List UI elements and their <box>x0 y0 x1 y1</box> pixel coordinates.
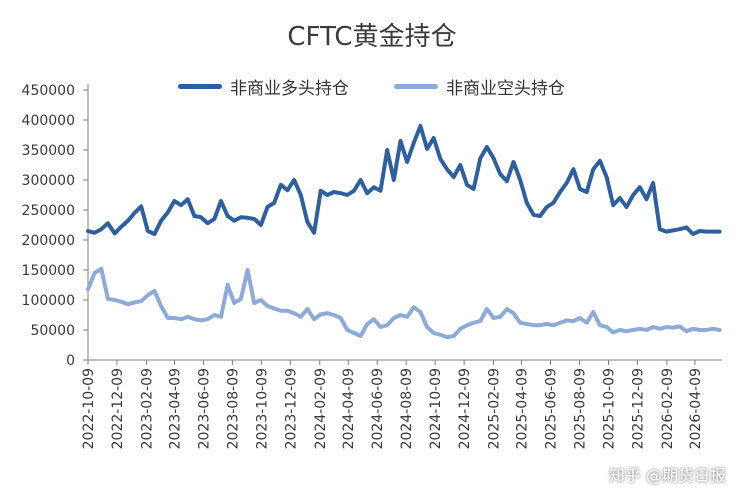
legend: 非商业多头持仓 非商业空头持仓 <box>0 74 744 99</box>
x-tick-label: 2025-06-09 <box>544 368 560 449</box>
x-tick-label: 2022-10-09 <box>81 368 97 449</box>
y-tick-label: 300000 <box>22 173 75 189</box>
x-tick-label: 2025-12-09 <box>630 368 646 449</box>
legend-item-long: 非商业多头持仓 <box>178 74 349 99</box>
y-tick-label: 0 <box>66 353 75 369</box>
x-tick-label: 2023-12-09 <box>283 368 299 449</box>
x-tick-label: 2024-02-09 <box>313 368 329 449</box>
y-tick-label: 450000 <box>22 83 75 99</box>
legend-label-short: 非商业空头持仓 <box>446 79 565 99</box>
legend-item-short: 非商业空头持仓 <box>394 74 565 99</box>
x-tick-label: 2022-12-09 <box>110 368 126 449</box>
x-tick-label: 2024-10-09 <box>428 368 444 449</box>
x-tick-label: 2025-04-09 <box>515 368 531 449</box>
x-tick-label: 2025-10-09 <box>601 368 617 449</box>
x-tick-label: 2023-02-09 <box>139 368 155 449</box>
series-line-short-positions <box>86 266 722 340</box>
x-tick-label: 2024-06-09 <box>370 368 386 449</box>
x-tick-label: 2026-04-09 <box>688 368 704 449</box>
y-tick-label: 150000 <box>22 263 75 279</box>
x-tick-label: 2025-02-09 <box>487 368 503 449</box>
legend-swatch-long <box>178 84 222 89</box>
x-tick-label: 2023-06-09 <box>196 368 212 449</box>
x-tick-label: 2023-10-09 <box>254 368 270 449</box>
x-tick-label: 2024-08-09 <box>399 368 415 449</box>
y-tick-label: 350000 <box>22 143 75 159</box>
y-tick-label: 400000 <box>22 113 75 129</box>
x-tick-label: 2024-12-09 <box>457 368 473 449</box>
watermark: 知乎 @期货日报 <box>608 466 726 485</box>
x-tick-label: 2025-08-09 <box>573 368 589 449</box>
legend-label-long: 非商业多头持仓 <box>230 79 349 99</box>
y-tick-label: 50000 <box>30 323 75 339</box>
series-line-long-positions <box>86 124 722 236</box>
chart-title: CFTC黄金持仓 <box>287 22 457 52</box>
y-tick-label: 100000 <box>22 293 75 309</box>
legend-swatch-short <box>394 84 438 89</box>
y-tick-label: 250000 <box>22 203 75 219</box>
y-tick-label: 200000 <box>22 233 75 249</box>
x-tick-label: 2026-02-09 <box>660 368 676 449</box>
x-tick-label: 2023-04-09 <box>167 368 183 449</box>
x-tick-label: 2023-08-09 <box>225 368 241 449</box>
x-tick-label: 2024-04-09 <box>341 368 357 449</box>
